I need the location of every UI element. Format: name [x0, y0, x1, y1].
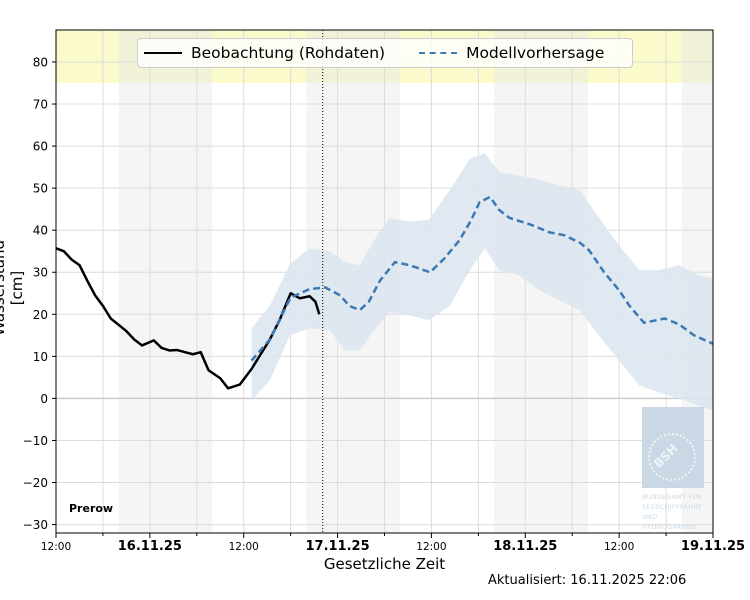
forecast-uncertainty-band: [251, 153, 714, 411]
logo-subtitle: BUNDESAMT FÜR SEESCHIFFFAHRT UND HYDROGR…: [642, 492, 702, 532]
y-tick-label: 80: [33, 55, 48, 69]
y-axis-label: Wasserstand [cm]: [0, 240, 26, 337]
y-tick-label: 50: [33, 182, 48, 196]
y-tick-label: 0: [40, 392, 48, 406]
y-tick-label: 60: [33, 140, 48, 154]
legend-label-forecast: Modellvorhersage: [466, 44, 605, 62]
x-axis-label: Gesetzliche Zeit: [323, 555, 446, 573]
x-tick-label: 12:00: [41, 541, 71, 553]
y-tick-label: 20: [33, 308, 48, 322]
legend-swatch-observation: [144, 52, 182, 54]
logo-circle: [648, 433, 696, 481]
x-tick-label: 18.11.25: [493, 539, 557, 554]
logo-subtitle-line: UND: [642, 513, 658, 521]
plot-frame: [55, 29, 714, 534]
y-tick-label: 10: [33, 350, 48, 364]
legend-swatch-forecast: [419, 52, 458, 54]
x-tick-label: 12:00: [604, 541, 634, 553]
night-shade: [118, 30, 213, 533]
y-tick-label: −20: [23, 476, 48, 490]
updated-timestamp: Aktualisiert: 16.11.2025 22:06: [488, 573, 687, 588]
legend: Beobachtung (Rohdaten) Modellvorhersage: [137, 38, 633, 68]
logo-subtitle-line: HYDROGRAPHIE: [642, 523, 698, 531]
x-tick-label: 17.11.25: [305, 539, 369, 554]
station-label: Prerow: [69, 502, 114, 515]
x-tick-label: 19.11.25: [681, 539, 745, 554]
x-tick-label: 16.11.25: [118, 539, 182, 554]
x-tick-label: 12:00: [229, 541, 259, 553]
legend-label-observation: Beobachtung (Rohdaten): [191, 44, 386, 62]
y-tick-label: 40: [33, 224, 48, 238]
x-tick-label: 12:00: [416, 541, 446, 553]
y-tick-label: −10: [23, 434, 48, 448]
y-tick-label: −30: [23, 518, 48, 532]
bsh-logo: BSH: [642, 407, 704, 488]
y-tick-label: 70: [33, 98, 48, 112]
legend-item-observation: Beobachtung (Rohdaten): [144, 44, 385, 62]
legend-item-forecast: Modellvorhersage: [419, 44, 604, 62]
logo-subtitle-line: SEESCHIFFFAHRT: [642, 503, 702, 511]
y-tick-label: 30: [33, 266, 48, 280]
logo-subtitle-line: BUNDESAMT FÜR: [642, 493, 703, 501]
